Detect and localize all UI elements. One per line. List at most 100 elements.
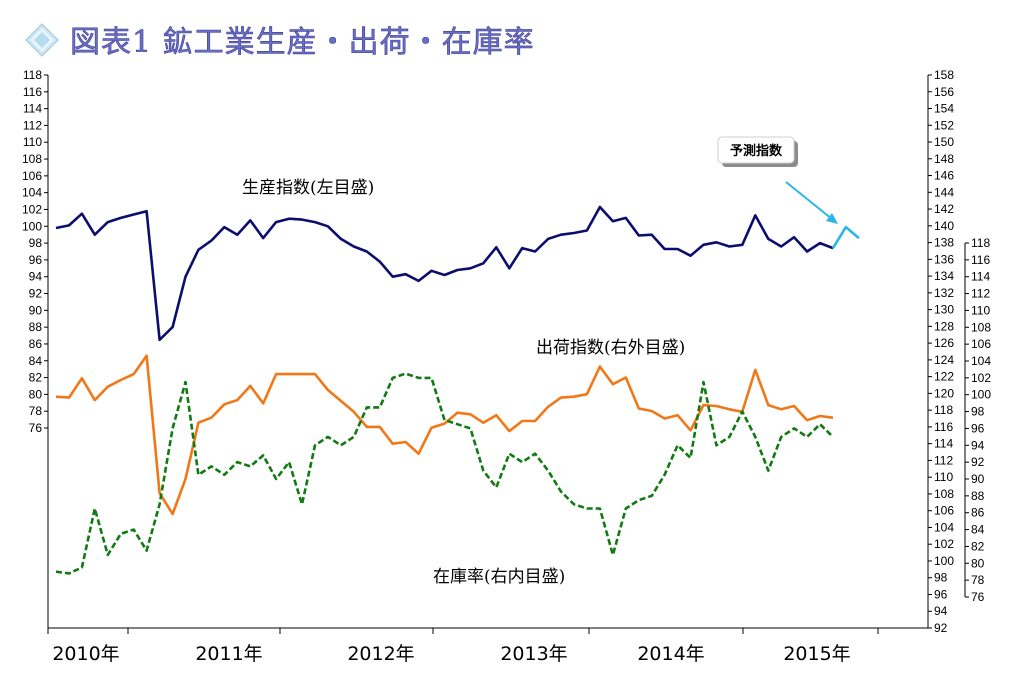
right-outer-axis-tick-label: 94 <box>934 604 948 618</box>
forecast-line <box>831 225 860 249</box>
right-outer-axis-tick-label: 120 <box>934 386 954 400</box>
x-axis-year-label: 2014年 <box>637 643 704 665</box>
right-outer-axis-tick-label: 134 <box>934 269 954 283</box>
right-outer-axis-tick-label: 138 <box>934 236 954 250</box>
right-outer-axis-tick-label: 96 <box>934 587 948 601</box>
right-inner-axis-tick-label: 104 <box>971 354 991 368</box>
chart-title: 図表1 鉱工業生産・出荷・在庫率 <box>70 25 535 60</box>
right-inner-axis-tick-label: 110 <box>971 303 990 317</box>
right-outer-axis-tick-label: 118 <box>934 403 953 417</box>
right-outer-axis-tick-label: 100 <box>934 554 954 568</box>
left-axis-tick-label: 100 <box>22 219 42 233</box>
right-outer-axis-tick-label: 122 <box>934 370 954 384</box>
right-outer-axis-tick-label: 110 <box>934 470 953 484</box>
diamond-icon <box>25 23 59 57</box>
right-inner-axis-tick-label: 96 <box>971 421 985 435</box>
left-axis-tick-label: 104 <box>22 186 42 200</box>
forecast-arrow-icon <box>785 181 838 224</box>
x-axis-year-label: 2010年 <box>52 643 119 665</box>
right-inner-axis-tick-label: 84 <box>971 523 985 537</box>
left-axis-tick-label: 112 <box>23 118 42 132</box>
right-outer-axis-tick-label: 140 <box>934 219 954 233</box>
right-inner-axis-tick-label: 114 <box>971 270 990 284</box>
left-axis-tick-label: 88 <box>29 320 43 334</box>
right-inner-axis-tick-label: 118 <box>971 236 990 250</box>
right-outer-axis-tick-label: 144 <box>934 185 954 199</box>
right-outer-axis-tick-label: 132 <box>934 286 954 300</box>
left-axis-tick-label: 90 <box>29 303 43 317</box>
left-axis-tick-label: 106 <box>22 169 42 183</box>
series-layer <box>55 205 860 575</box>
right-outer-axis-tick-label: 154 <box>934 102 954 116</box>
right-inner-axis-tick-label: 76 <box>971 590 985 604</box>
right-inner-axis-tick-label: 116 <box>971 253 990 267</box>
right-outer-axis-tick-label: 116 <box>934 420 953 434</box>
left-axis-tick-label: 84 <box>29 354 43 368</box>
right-outer-axis-tick-label: 108 <box>934 487 954 501</box>
right-outer-axis-tick-label: 148 <box>934 152 954 166</box>
right-inner-axis-tick-label: 92 <box>971 455 985 469</box>
production-line <box>55 205 834 342</box>
left-axis-tick-label: 92 <box>29 287 43 301</box>
right-inner-axis-tick-label: 80 <box>971 556 985 570</box>
right-inner-axis-tick-label: 98 <box>971 405 985 419</box>
right-inner-axis-tick-label: 94 <box>971 438 985 452</box>
left-axis-tick-label: 118 <box>23 68 42 82</box>
forecast-badge-label: 予測指数 <box>730 143 783 159</box>
right-inner-axis-tick-label: 108 <box>971 320 991 334</box>
right-outer-axis-tick-label: 102 <box>934 537 954 551</box>
right-inner-axis-tick-label: 90 <box>971 472 985 486</box>
right-outer-axis-tick-label: 128 <box>934 319 954 333</box>
left-axis-tick-label: 102 <box>22 202 42 216</box>
shipments-line <box>55 354 834 516</box>
inventory-series-label: 在庫率(右内目盛) <box>433 567 565 587</box>
left-axis-tick-label: 80 <box>29 387 43 401</box>
left-axis-tick-label: 94 <box>29 270 43 284</box>
right-outer-axis-tick-label: 124 <box>934 353 954 367</box>
right-outer-axis-tick-label: 112 <box>934 453 953 467</box>
production-series-label: 生産指数(左目盛) <box>242 178 374 198</box>
right-outer-axis-tick-label: 98 <box>934 571 948 585</box>
left-axis-tick-label: 98 <box>29 236 43 250</box>
right-inner-axis-tick-label: 82 <box>971 539 985 553</box>
right-outer-axis-tick-label: 130 <box>934 303 954 317</box>
x-axis-year-label: 2015年 <box>783 643 850 665</box>
right-outer-axis-tick-label: 146 <box>934 169 954 183</box>
forecast-badge: 予測指数 <box>717 136 798 167</box>
right-outer-axis-tick-label: 142 <box>934 202 954 216</box>
left-axis-tick-label: 116 <box>23 85 42 99</box>
left-axis-tick-label: 110 <box>23 135 42 149</box>
shipments-series-label: 出荷指数(右外目盛) <box>536 338 685 358</box>
right-outer-axis-tick-label: 114 <box>934 437 953 451</box>
right-outer-axis-tick-label: 156 <box>934 85 954 99</box>
axes-layer: 118 116 114 112 110 108 106 104 102 100 98 96 94 92 90… <box>22 68 991 665</box>
left-axis-tick-label: 96 <box>29 253 43 267</box>
right-inner-axis-tick-label: 112 <box>971 287 990 301</box>
right-outer-axis-tick-label: 92 <box>934 621 948 635</box>
left-axis-tick-label: 86 <box>29 337 43 351</box>
left-axis-tick-label: 76 <box>29 421 43 435</box>
x-axis-year-label: 2012年 <box>347 643 414 665</box>
right-outer-axis-tick-label: 150 <box>934 135 954 149</box>
x-axis-year-label: 2011年 <box>195 643 262 665</box>
left-axis-tick-label: 78 <box>29 404 43 418</box>
right-outer-axis-tick-label: 136 <box>934 252 954 266</box>
left-axis-tick-label: 82 <box>29 371 43 385</box>
right-outer-axis-tick-label: 104 <box>934 520 954 534</box>
right-inner-axis-tick-label: 106 <box>971 337 991 351</box>
right-outer-axis-tick-label: 106 <box>934 504 954 518</box>
chart-title-group: 図表1 鉱工業生産・出荷・在庫率 <box>25 23 535 60</box>
inventory-line <box>55 372 834 575</box>
right-inner-axis-tick-label: 100 <box>971 388 991 402</box>
right-inner-axis-tick-label: 78 <box>971 573 985 587</box>
right-inner-axis-tick-label: 88 <box>971 489 985 503</box>
right-inner-axis-tick-label: 102 <box>971 371 991 385</box>
right-outer-axis-tick-label: 126 <box>934 336 954 350</box>
right-outer-axis-tick-label: 158 <box>934 68 954 82</box>
left-axis-tick-label: 108 <box>22 152 42 166</box>
right-outer-axis-tick-label: 152 <box>934 118 954 132</box>
left-axis-tick-label: 114 <box>23 102 42 116</box>
right-inner-axis-tick-label: 86 <box>971 506 985 520</box>
x-axis-year-label: 2013年 <box>500 643 567 665</box>
